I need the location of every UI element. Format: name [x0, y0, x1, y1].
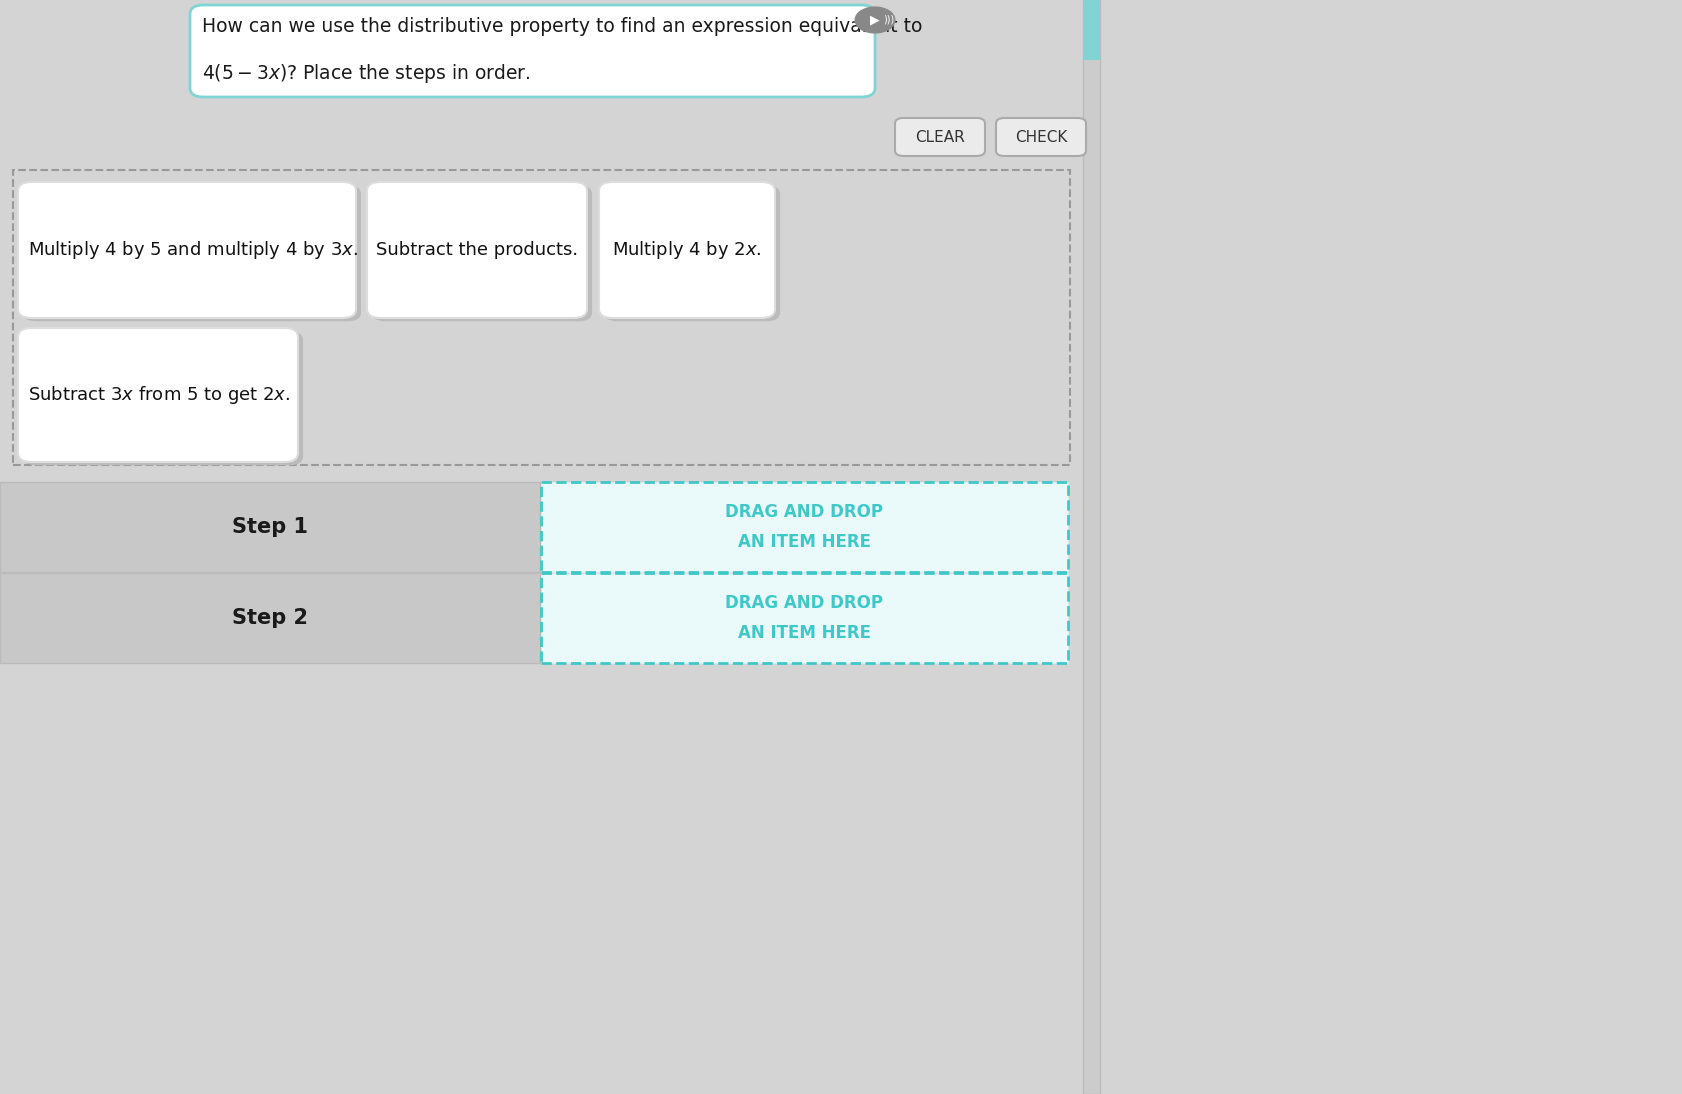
Text: Step 2: Step 2 — [232, 608, 308, 628]
Text: CHECK: CHECK — [1014, 129, 1066, 144]
Text: DRAG AND DROP
AN ITEM HERE: DRAG AND DROP AN ITEM HERE — [725, 503, 883, 550]
Text: CLEAR: CLEAR — [915, 129, 964, 144]
Bar — [1082, 0, 1100, 60]
FancyBboxPatch shape — [599, 182, 774, 318]
Bar — [0, 573, 540, 663]
FancyBboxPatch shape — [895, 118, 984, 156]
FancyBboxPatch shape — [24, 331, 303, 465]
FancyBboxPatch shape — [190, 5, 875, 97]
FancyBboxPatch shape — [604, 185, 779, 322]
Text: DRAG AND DROP
AN ITEM HERE: DRAG AND DROP AN ITEM HERE — [725, 594, 883, 641]
Bar — [540, 573, 1068, 663]
Text: How can we use the distributive property to find an expression equivalent to: How can we use the distributive property… — [202, 18, 922, 36]
FancyBboxPatch shape — [367, 182, 587, 318]
Text: Subtract the products.: Subtract the products. — [375, 241, 577, 259]
Text: $4(5-3x)$? Place the steps in order.: $4(5-3x)$? Place the steps in order. — [202, 62, 530, 85]
FancyBboxPatch shape — [24, 185, 362, 322]
FancyBboxPatch shape — [19, 182, 357, 318]
FancyBboxPatch shape — [19, 328, 298, 462]
Text: ▶: ▶ — [870, 13, 880, 26]
Bar — [1082, 0, 1100, 1094]
Text: Multiply 4 by 5 and multiply 4 by $3x$.: Multiply 4 by 5 and multiply 4 by $3x$. — [29, 238, 358, 261]
Text: Subtract $3x$ from 5 to get $2x$.: Subtract $3x$ from 5 to get $2x$. — [29, 384, 291, 406]
Text: Step 1: Step 1 — [232, 517, 308, 537]
Bar — [540, 482, 1068, 572]
FancyBboxPatch shape — [996, 118, 1085, 156]
Text: ))): ))) — [883, 15, 895, 25]
Circle shape — [854, 8, 895, 33]
FancyBboxPatch shape — [372, 185, 592, 322]
Text: Multiply 4 by $2x$.: Multiply 4 by $2x$. — [612, 238, 762, 261]
Bar — [13, 170, 1070, 465]
Bar — [0, 482, 540, 572]
